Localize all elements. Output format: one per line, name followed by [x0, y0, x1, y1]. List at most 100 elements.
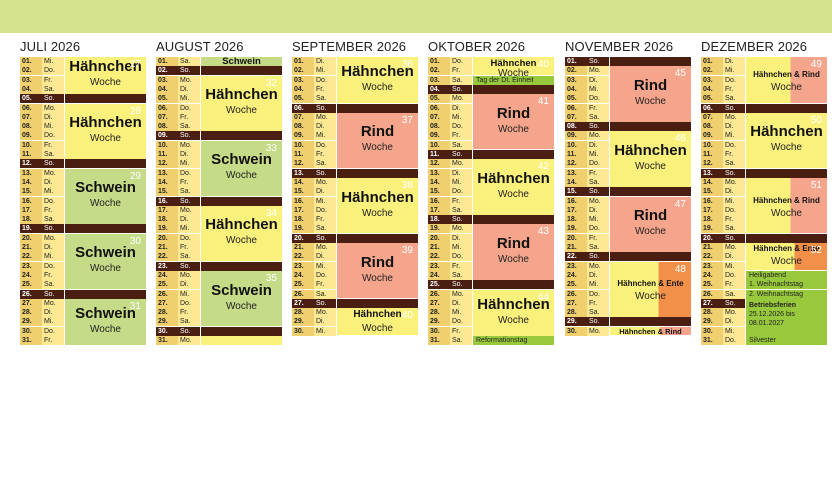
weekday: Fr. [450, 131, 472, 141]
weekday: So. [178, 326, 200, 336]
day-row: 17. Sa. [428, 205, 554, 215]
day-row: 16. Fr. [428, 196, 554, 206]
menu-title: Hähnchen [490, 58, 537, 69]
day-number: 20. [20, 233, 42, 243]
day-row: 18. So. [428, 215, 554, 225]
weekday: Fr. [178, 243, 200, 252]
menu-title: Schwein [222, 56, 261, 67]
day-number: 20. [701, 233, 723, 243]
week-number: 37 [401, 114, 413, 126]
weekday: Sa. [450, 75, 472, 85]
day-number: 12. [565, 159, 587, 169]
day-number: 30. [20, 326, 42, 336]
day-row: 12. Sa. [292, 159, 418, 169]
weekday: Sa. [178, 57, 200, 66]
weekday: Di. [723, 122, 745, 132]
day-row: 09. Mi. [701, 131, 827, 141]
day-number: 27. [292, 298, 314, 308]
menu-week-label: Woche [635, 226, 666, 238]
week-number: 38 [401, 179, 413, 191]
menu-week-label: Woche [771, 207, 802, 219]
sunday-band [746, 233, 827, 243]
day-row: 28. Di. [20, 308, 146, 318]
day-row: 24. Sa. [428, 270, 554, 280]
day-number: 16. [565, 196, 587, 206]
menu-title: Hähnchen [205, 86, 278, 104]
day-row: 24. Do. [292, 270, 418, 280]
menu-week-label: Woche [362, 323, 393, 335]
weekday: Di. [587, 205, 609, 215]
week-number: 29 [129, 170, 141, 182]
weekday: So. [42, 289, 64, 299]
day-number: 28. [701, 308, 723, 318]
week-number: 45 [674, 68, 686, 80]
menu-week-label: Woche [90, 77, 121, 89]
weekday: Fr. [314, 280, 336, 290]
weekday: Fr. [587, 298, 609, 308]
day-row: 04. Fr. [292, 84, 418, 94]
menu-block-schwein: Schwein Woche 30 [65, 233, 146, 289]
menu-week-label: Woche [498, 67, 529, 79]
weekday: Mi. [450, 243, 472, 252]
sunday-band [610, 57, 691, 66]
weekday: So. [450, 280, 472, 290]
weekday: Fr. [450, 66, 472, 76]
day-number: 13. [292, 168, 314, 178]
day-row: 03. Sa. [428, 75, 554, 85]
week-number: 46 [674, 133, 686, 145]
sunday-band [473, 84, 554, 94]
menu-block-haehnchen-ente: Hähnchen & Ente Woche 52 [746, 243, 827, 271]
sunday-band [337, 298, 418, 308]
weekday: Do. [450, 317, 472, 327]
day-number: 05. [701, 94, 723, 104]
day-number: 02. [156, 66, 178, 76]
weekday: Sa. [587, 243, 609, 252]
day-row: 06. Mo. [20, 103, 146, 113]
day-row: 13. So. [292, 168, 418, 178]
day-row: 09. Mi. [292, 131, 418, 141]
weekday: Mo. [723, 177, 745, 187]
weekday: Sa. [178, 317, 200, 327]
day-row: 22. Mi. [20, 252, 146, 262]
day-number: 26. [20, 289, 42, 299]
month-title: AUGUST 2026 [156, 39, 244, 54]
weekday: Do. [314, 140, 336, 150]
day-number: 04. [428, 84, 450, 94]
day-number: 07. [428, 112, 450, 122]
day-number: 24. [292, 270, 314, 280]
day-number: 16. [292, 196, 314, 206]
month-title: JULI 2026 [20, 39, 81, 54]
menu-week-label: Woche [635, 161, 666, 173]
weekday: Mi. [723, 131, 745, 141]
weekday: Di. [314, 122, 336, 132]
weekday: Mi. [723, 261, 745, 271]
day-number: 06. [701, 103, 723, 113]
day-number: 22. [156, 252, 178, 262]
menu-week-label: Woche [635, 291, 666, 303]
day-number: 27. [428, 298, 450, 308]
day-number: 28. [565, 308, 587, 318]
holiday-note: Reformationstag [473, 336, 554, 345]
weekday: Mi. [178, 289, 200, 299]
week-number: 50 [810, 114, 822, 126]
day-row: 29. So. [565, 317, 691, 327]
weekday: Mi. [723, 326, 745, 336]
day-row: 14. Fr. [156, 177, 282, 187]
day-row: 31. Do. [701, 336, 827, 345]
day-row: 13. Mo. [20, 168, 146, 178]
day-number: 24. [428, 270, 450, 280]
month-title: DEZEMBER 2026 [701, 39, 808, 54]
day-row: 07. Mo. [701, 112, 827, 122]
day-number: 25. [701, 280, 723, 290]
day-row: 19. Do. [565, 224, 691, 234]
day-row: 10. Mo. [156, 140, 282, 150]
month-4: OKTOBER 2026 01. Do. 02. Fr. 03. Sa. 04. So. 05. M… [428, 39, 554, 345]
day-row: 22. Do. [428, 252, 554, 262]
day-number: 11. [428, 150, 450, 159]
week-number: 32 [265, 77, 277, 89]
day-row: 26. Sa. [701, 289, 827, 299]
day-row: 13. Do. [156, 168, 282, 178]
day-number: 29. [701, 317, 723, 327]
weekday: Fr. [723, 150, 745, 159]
weekday: Di. [450, 233, 472, 243]
